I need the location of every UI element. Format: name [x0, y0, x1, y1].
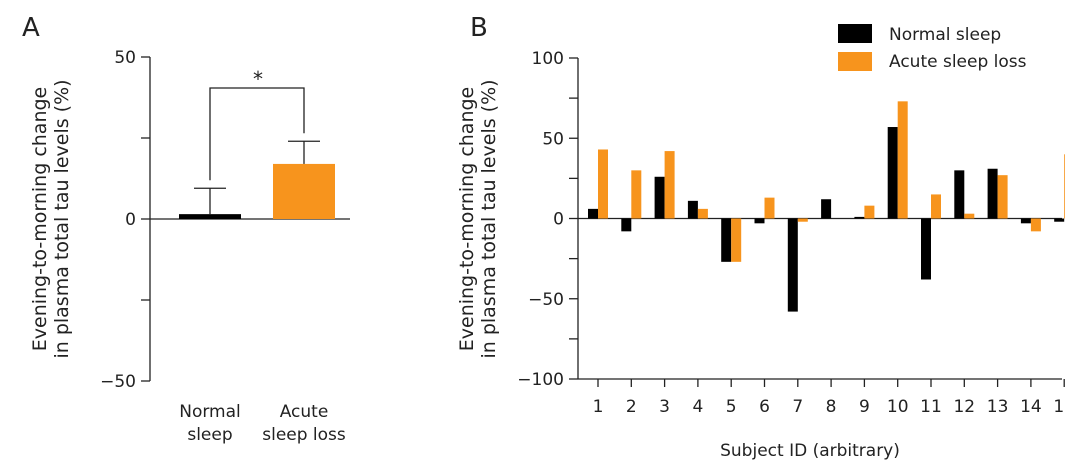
- bar-acute-sleep-loss-subject-6: [764, 197, 775, 219]
- panel-b-xtick-label: 15: [1053, 397, 1065, 417]
- bar-normal-sleep-subject-13: [987, 168, 998, 219]
- panel-b-xtick-label: 3: [659, 397, 670, 417]
- panel-b-xtick-label: 2: [626, 397, 637, 417]
- bar-normal-sleep-subject-12: [954, 170, 965, 219]
- panel-a-significance: *: [209, 67, 305, 181]
- panel-a-axes: −50 0 50: [100, 48, 350, 392]
- legend-label-normal-sleep: Normal sleep: [889, 25, 1001, 45]
- bar-acute-sleep-loss-subject-2: [631, 170, 642, 219]
- bar-normal-sleep-subject-9: [854, 216, 865, 219]
- legend-label-acute-sleep-loss: Acute sleep loss: [889, 52, 1027, 72]
- bar-normal-sleep-subject-5: [721, 218, 732, 262]
- bar-acute-sleep-loss-subject-14: [1030, 218, 1041, 232]
- bar-normal-sleep-subject-6: [754, 218, 765, 224]
- bar-acute-sleep-loss-subject-11: [931, 194, 941, 219]
- panel-b-xtick-label: 11: [920, 397, 942, 417]
- xtick-label-acute-line2: sleep loss: [262, 425, 346, 445]
- panel-a-ylabel-line2: in plasma total tau levels (%): [51, 79, 73, 358]
- panel-b-label: B: [470, 13, 488, 43]
- bar-acute-sleep-loss-subject-10: [897, 101, 908, 219]
- legend-swatch-acute-sleep-loss: [838, 52, 872, 71]
- panel-b-xtick-label: 13: [987, 397, 1009, 417]
- panel-b-xtick-label: 6: [759, 397, 770, 417]
- panel-b-ytick-label: 0: [553, 210, 564, 230]
- bar-normal-sleep-subject-15: [1054, 218, 1065, 222]
- panel-a-bars: [179, 140, 335, 219]
- panel-b-xtick-label: 9: [859, 397, 870, 417]
- bar-acute-sleep-loss-subject-12: [964, 213, 975, 219]
- bar-normal-sleep-subject-7: [787, 218, 798, 312]
- legend: Normal sleep Acute sleep loss: [838, 24, 1027, 72]
- bar-acute-sleep-loss-subject-9: [864, 205, 875, 219]
- panel-b-ytick-label: −50: [528, 290, 564, 310]
- panel-b-ylabel-line1: Evening-to-morning change: [456, 87, 478, 352]
- panel-b-ylabel: Evening-to-morning change in plasma tota…: [456, 79, 500, 358]
- panel-b-ylabel-line2: in plasma total tau levels (%): [478, 79, 500, 358]
- panel-a-ytick-label: 50: [114, 48, 136, 68]
- bar-normal-sleep-subject-2: [621, 218, 632, 232]
- panel-b-bars: [588, 101, 1065, 312]
- significance-marker: *: [253, 67, 263, 91]
- panel-b-xtick-label: 7: [792, 397, 803, 417]
- panel-b-xtick-label: 14: [1020, 397, 1042, 417]
- panel-a-ytick-label: −50: [100, 372, 136, 392]
- panel-b-ytick-label: −100: [517, 370, 564, 390]
- panel-b-xtick-label: 4: [692, 397, 703, 417]
- legend-swatch-normal-sleep: [838, 24, 872, 43]
- panel-b-xtick-label: 8: [826, 397, 837, 417]
- panel-a-ylabel: Evening-to-morning change in plasma tota…: [29, 79, 73, 358]
- bar-acute-sleep-loss-subject-13: [997, 175, 1008, 219]
- panel-b-ytick-label: 50: [542, 129, 564, 149]
- panel-a-ytick-label: 0: [125, 210, 136, 230]
- xtick-label-normal-line2: sleep: [187, 425, 232, 445]
- bar-normal-sleep-subject-14: [1020, 218, 1031, 224]
- bar-normal-sleep: [179, 214, 241, 219]
- bar-acute-sleep-loss-subject-7: [797, 218, 808, 222]
- panel-a-label: A: [22, 13, 40, 43]
- panel-b-xtick-label: 12: [953, 397, 975, 417]
- xtick-label-normal-line1: Normal: [179, 402, 241, 422]
- panel-b-xtick-label: 1: [593, 397, 604, 417]
- bar-acute-sleep-loss-subject-4: [697, 208, 708, 219]
- panel-a-ylabel-line1: Evening-to-morning change: [29, 87, 51, 352]
- bar-acute-sleep-loss-subject-3: [664, 151, 675, 219]
- panel-a: A Evening-to-morning change in plasma to…: [22, 13, 350, 445]
- significance-bracket: [209, 87, 305, 181]
- panel-b: B Evening-to-morning change in plasma to…: [456, 13, 1065, 461]
- bar-normal-sleep-subject-3: [654, 176, 665, 219]
- bar-normal-sleep-subject-1: [588, 208, 598, 219]
- bar-normal-sleep-subject-4: [687, 200, 698, 219]
- panel-b-xtick-label: 10: [887, 397, 909, 417]
- bar-normal-sleep-subject-11: [921, 218, 931, 280]
- panel-b-ytick-label: 100: [532, 49, 564, 69]
- bar-normal-sleep-subject-8: [821, 199, 832, 219]
- xtick-label-acute-line1: Acute: [280, 402, 329, 422]
- bar-acute-sleep-loss-subject-5: [731, 218, 742, 262]
- panel-b-xtick-label: 5: [726, 397, 737, 417]
- panel-b-xlabel: Subject ID (arbitrary): [720, 441, 900, 461]
- bar-acute-sleep-loss-subject-1: [598, 149, 608, 219]
- bar-acute-sleep-loss: [273, 163, 335, 219]
- bar-normal-sleep-subject-10: [887, 127, 898, 219]
- panel-a-xticklabels: Normal sleep Acute sleep loss: [179, 402, 346, 445]
